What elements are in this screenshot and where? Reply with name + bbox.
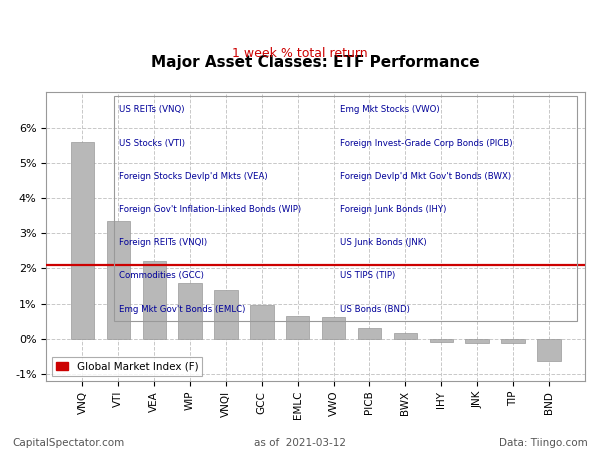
Text: Foreign Stocks Devlp'd Mkts (VEA): Foreign Stocks Devlp'd Mkts (VEA) [119,172,268,181]
Bar [286,316,310,339]
Text: Foreign Invest-Grade Corp Bonds (PICB): Foreign Invest-Grade Corp Bonds (PICB) [340,139,512,148]
Bar [107,221,130,339]
Bar [178,283,202,339]
Bar [466,339,489,343]
Bar [502,339,524,343]
Bar [143,261,166,339]
Bar [394,333,417,339]
Text: as of  2021-03-12: as of 2021-03-12 [254,438,346,448]
Bar [322,317,345,339]
Title: Major Asset Classes: ETF Performance: Major Asset Classes: ETF Performance [151,55,480,71]
Text: US Stocks (VTI): US Stocks (VTI) [119,139,185,148]
Text: Foreign Junk Bonds (IHY): Foreign Junk Bonds (IHY) [340,205,446,214]
Bar [358,328,381,339]
Legend: Global Market Index (F): Global Market Index (F) [52,357,202,376]
Bar [214,290,238,339]
Text: US REITs (VNQ): US REITs (VNQ) [119,105,185,114]
Text: Foreign REITs (VNQI): Foreign REITs (VNQI) [119,238,207,247]
Text: US Bonds (BND): US Bonds (BND) [340,305,410,314]
Bar [71,143,94,339]
Bar [250,306,274,339]
Text: Foreign Gov't Inflation-Linked Bonds (WIP): Foreign Gov't Inflation-Linked Bonds (WI… [119,205,301,214]
Text: US Junk Bonds (JNK): US Junk Bonds (JNK) [340,238,427,247]
Bar [113,95,577,321]
Text: CapitalSpectator.com: CapitalSpectator.com [12,438,124,448]
Bar [430,339,453,342]
Text: US TIPS (TIP): US TIPS (TIP) [340,271,395,280]
Text: Emg Mkt Gov't Bonds (EMLC): Emg Mkt Gov't Bonds (EMLC) [119,305,245,314]
Text: 1 week % total return: 1 week % total return [232,47,368,60]
Text: Emg Mkt Stocks (VWO): Emg Mkt Stocks (VWO) [340,105,440,114]
Text: Data: Tiingo.com: Data: Tiingo.com [499,438,588,448]
Text: Foreign Devlp'd Mkt Gov't Bonds (BWX): Foreign Devlp'd Mkt Gov't Bonds (BWX) [340,172,511,181]
Text: Commodities (GCC): Commodities (GCC) [119,271,204,280]
Bar [537,339,560,360]
